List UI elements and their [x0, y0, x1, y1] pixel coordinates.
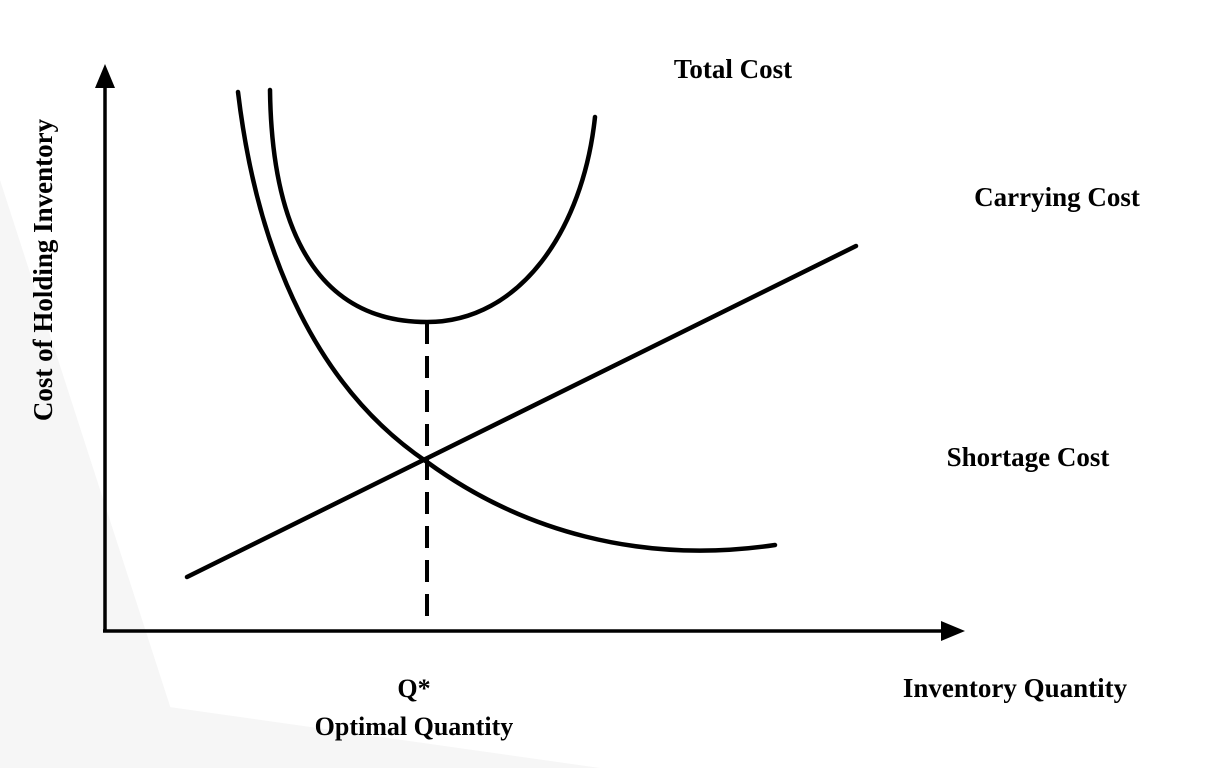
carrying-cost-line: [184, 243, 859, 580]
x-axis-arrowhead: [941, 621, 965, 641]
carrying-cost-label: Carrying Cost: [974, 182, 1140, 212]
optimum-symbol-label: Q*: [397, 674, 430, 703]
shortage-cost-label: Shortage Cost: [947, 442, 1110, 472]
y-axis-arrowhead: [95, 64, 115, 88]
total-cost-label: Total Cost: [674, 54, 792, 84]
background-shade-left: [0, 180, 190, 768]
optimum-name-label: Optimal Quantity: [315, 712, 514, 741]
x-axis-label: Inventory Quantity: [903, 673, 1128, 703]
background-shade-bottom: [120, 700, 600, 768]
y-axis-label: Cost of Holding Inventory: [28, 118, 58, 421]
shortage-cost-curve: [235, 89, 778, 553]
total-cost-curve: [267, 87, 598, 325]
